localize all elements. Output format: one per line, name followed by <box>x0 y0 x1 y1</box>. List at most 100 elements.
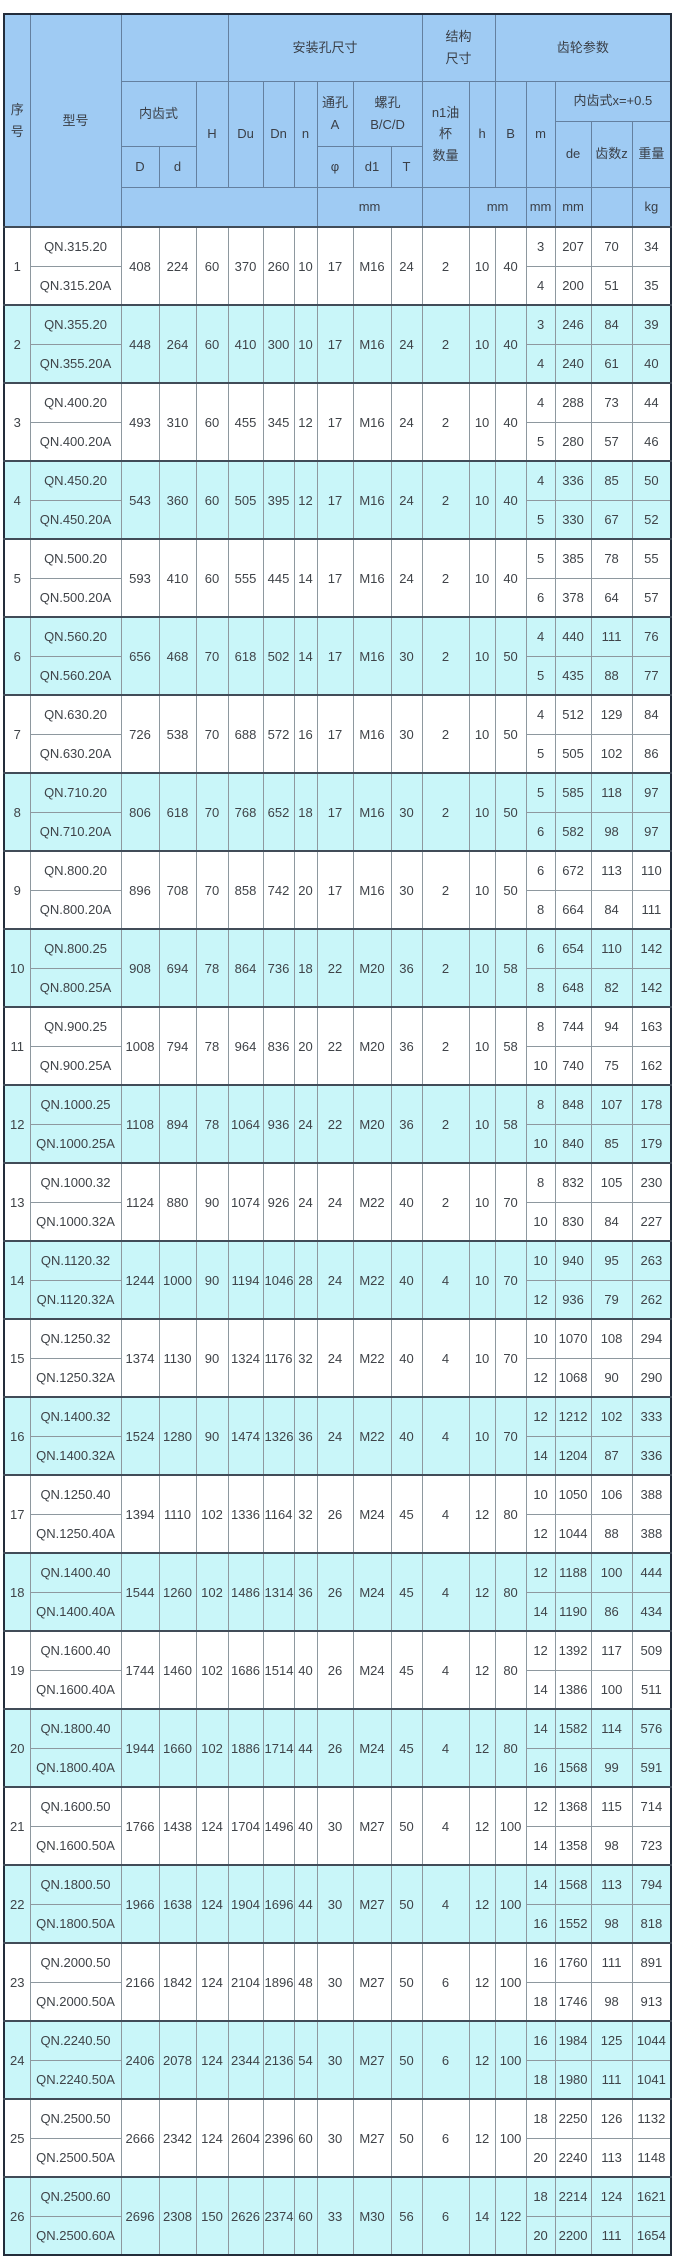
cell-d1: M20 <box>352 1006 392 1086</box>
cell-de: 1190 <box>554 1591 592 1632</box>
cell-T: 40 <box>390 1162 423 1242</box>
cell-D: 896 <box>120 850 160 930</box>
cell-Dn: 1514 <box>262 1630 295 1710</box>
table-row: QN.1400.40A 14 1190 86 434 <box>4 1591 672 1632</box>
cell-T: 56 <box>390 2176 423 2256</box>
table-row: QN.1000.25A 10 840 85 179 <box>4 1123 672 1164</box>
cell-H: 90 <box>195 1396 229 1476</box>
header-serial: 序 号 <box>3 13 31 228</box>
cell-H: 150 <box>195 2176 229 2256</box>
cell-de: 435 <box>554 655 592 696</box>
cell-Du: 1704 <box>227 1786 264 1866</box>
cell-B: 40 <box>494 382 527 462</box>
cell-de: 1204 <box>554 1435 592 1476</box>
cell-d1: M24 <box>352 1630 392 1710</box>
cell-Dn: 652 <box>262 772 295 852</box>
cell-B: 40 <box>494 460 527 540</box>
cell-m: 4 <box>525 616 556 657</box>
cell-teeth-z: 115 <box>590 1786 633 1827</box>
cell-B: 100 <box>494 2098 527 2178</box>
cell-d1: M24 <box>352 1474 392 1554</box>
table-row: 24 QN.2240.50 2406 2078 124 2344 2136 54 30 M27 50… <box>3 2020 672 2100</box>
header-n: n <box>293 80 318 188</box>
cell-de: 940 <box>554 1240 592 1281</box>
cell-teeth-z: 106 <box>590 1474 633 1515</box>
cell-m: 8 <box>525 889 556 930</box>
cell-Dn: 445 <box>262 538 295 618</box>
cell-de: 830 <box>554 1201 592 1242</box>
cell-m: 4 <box>525 460 556 501</box>
cell-d1: M22 <box>352 1396 392 1476</box>
cell-model: QN.355.20A <box>29 343 122 384</box>
cell-de: 385 <box>554 538 592 579</box>
cell-de: 1582 <box>554 1708 592 1749</box>
table-row: QN.710.20A 6 582 98 97 <box>4 811 672 852</box>
cell-n1: 6 <box>421 2020 470 2100</box>
cell-B: 70 <box>494 1240 527 1320</box>
cell-D: 408 <box>120 226 160 306</box>
table-row: 16 QN.1400.32 1524 1280 90 1474 1326 36 24 M22 40 4… <box>3 1396 672 1476</box>
cell-D: 1744 <box>120 1630 160 1710</box>
cell-B: 100 <box>494 1864 527 1944</box>
cell-model: QN.1250.40 <box>29 1474 122 1515</box>
cell-T: 40 <box>390 1396 423 1476</box>
cell-weight: 97 <box>631 772 672 813</box>
cell-Dn: 345 <box>262 382 295 462</box>
cell-Dn: 2136 <box>262 2020 295 2100</box>
cell-h: 14 <box>468 2176 496 2256</box>
cell-Du: 370 <box>227 226 264 306</box>
cell-Du: 1686 <box>227 1630 264 1710</box>
cell-B: 80 <box>494 1474 527 1554</box>
cell-weight: 388 <box>631 1474 672 1515</box>
cell-m: 20 <box>525 2215 556 2256</box>
cell-teeth-z: 51 <box>590 265 633 306</box>
cell-teeth-z: 114 <box>590 1708 633 1749</box>
cell-weight: 509 <box>631 1630 672 1671</box>
cell-m: 6 <box>525 850 556 891</box>
cell-model: QN.1000.25 <box>29 1084 122 1125</box>
cell-Du: 1886 <box>227 1708 264 1788</box>
cell-n1: 2 <box>421 1162 470 1242</box>
cell-T: 36 <box>390 1084 423 1164</box>
cell-weight: 162 <box>631 1045 672 1086</box>
cell-model: QN.800.25 <box>29 928 122 969</box>
cell-m: 12 <box>525 1357 556 1398</box>
cell-T: 45 <box>390 1630 423 1710</box>
cell-model: QN.1250.32A <box>29 1357 122 1398</box>
cell-m: 18 <box>525 1981 556 2022</box>
table-row: 15 QN.1250.32 1374 1130 90 1324 1176 32 24 M22 40 4… <box>3 1318 672 1398</box>
cell-n: 40 <box>293 1630 318 1710</box>
cell-n: 36 <box>293 1396 318 1476</box>
cell-weight: 333 <box>631 1396 672 1437</box>
cell-B: 50 <box>494 694 527 774</box>
cell-model: QN.1400.32 <box>29 1396 122 1437</box>
cell-Dn: 1714 <box>262 1708 295 1788</box>
cell-teeth-z: 90 <box>590 1357 633 1398</box>
header-phi: φ <box>316 145 354 188</box>
cell-T: 36 <box>390 928 423 1008</box>
header-model: 型号 <box>29 13 122 228</box>
table-row: QN.1250.40A 12 1044 88 388 <box>4 1513 672 1554</box>
cell-n: 24 <box>293 1084 318 1164</box>
cell-teeth-z: 111 <box>590 2059 633 2100</box>
cell-teeth-z: 94 <box>590 1006 633 1047</box>
cell-d: 1638 <box>158 1864 197 1944</box>
header-through-hole: 通孔 A <box>316 80 354 147</box>
cell-H: 124 <box>195 2020 229 2100</box>
cell-Dn: 926 <box>262 1162 295 1242</box>
cell-Du: 1486 <box>227 1552 264 1632</box>
cell-model: QN.630.20 <box>29 694 122 735</box>
cell-de: 378 <box>554 577 592 618</box>
cell-phi: 24 <box>316 1240 354 1320</box>
header-weight: 重量 <box>631 120 672 188</box>
cell-phi: 30 <box>316 1942 354 2022</box>
cell-de: 288 <box>554 382 592 423</box>
cell-d1: M27 <box>352 1786 392 1866</box>
cell-B: 50 <box>494 616 527 696</box>
cell-m: 3 <box>525 226 556 267</box>
cell-m: 4 <box>525 343 556 384</box>
cell-model: QN.2500.60 <box>29 2176 122 2217</box>
cell-teeth-z: 108 <box>590 1318 633 1359</box>
cell-serial: 5 <box>3 538 31 618</box>
cell-m: 14 <box>525 1825 556 1866</box>
